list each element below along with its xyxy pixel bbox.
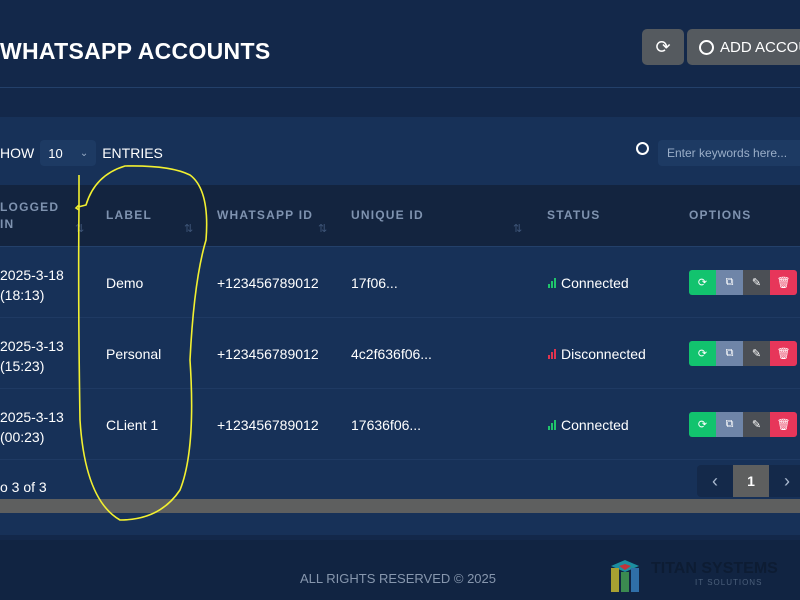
whatsapp-id-cell: +123456789012 (217, 417, 319, 433)
edit-button[interactable]: ✎ (743, 412, 770, 437)
col-status: STATUS (547, 208, 601, 222)
titan-logo: TITAN SYSTEMS IT SOLUTIONS (607, 558, 778, 599)
copyright: ALL RIGHTS RESERVED © 2025 (300, 571, 496, 586)
page-1-button[interactable]: 1 (733, 465, 769, 497)
delete-button[interactable]: 🗑 (770, 270, 797, 295)
page-title: WHATSAPP ACCOUNTS (0, 38, 271, 64)
signal-icon (548, 418, 556, 430)
sort-icon[interactable]: ⇅ (513, 223, 523, 235)
edit-button[interactable]: ✎ (743, 341, 770, 366)
logged-in-cell: 2025-3-13 (15:23) (0, 338, 64, 374)
col-label[interactable]: LABEL (106, 208, 152, 222)
col-logged-in[interactable]: LOGGED IN (0, 200, 60, 231)
row-options: ⟳ ⧉ ✎ 🗑 (689, 341, 797, 366)
divider (0, 87, 800, 88)
pagination: ‹ 1 › (697, 465, 800, 497)
whatsapp-icon (699, 39, 714, 55)
sort-icon[interactable]: ⇅ (318, 223, 328, 235)
unique-id-cell: 4c2f636f06... (351, 346, 432, 362)
refresh-button[interactable]: ⟳ (642, 29, 684, 65)
logged-in-cell: 2025-3-13 (00:23) (0, 409, 64, 445)
add-account-button[interactable]: ADD ACCOU (687, 29, 800, 65)
logged-in-cell: 2025-3-18 (18:13) (0, 267, 64, 303)
status-badge: Disconnected (548, 346, 646, 362)
whatsapp-id-cell: +123456789012 (217, 275, 319, 291)
signal-icon (548, 276, 556, 288)
reconnect-button[interactable]: ⟳ (689, 270, 716, 295)
label-cell: Demo (106, 275, 144, 291)
edit-button[interactable]: ✎ (743, 270, 770, 295)
col-unique-id[interactable]: UNIQUE ID (351, 208, 424, 222)
status-badge: Connected (548, 275, 629, 291)
reconnect-button[interactable]: ⟳ (689, 341, 716, 366)
table-row: 2025-3-13 (00:23) CLient 1 +123456789012 … (0, 389, 800, 460)
reconnect-button[interactable]: ⟳ (689, 412, 716, 437)
sort-icon[interactable]: ⇅ (75, 223, 85, 235)
row-options: ⟳ ⧉ ✎ 🗑 (689, 412, 797, 437)
whatsapp-id-cell: +123456789012 (217, 346, 319, 362)
label-cell: CLient 1 (106, 417, 159, 433)
entries-select[interactable]: 10 ⌄ (40, 140, 97, 166)
unique-id-cell: 17f06... (351, 275, 398, 291)
horizontal-scrollbar[interactable] (0, 499, 800, 513)
delete-button[interactable]: 🗑 (770, 341, 797, 366)
sort-icon[interactable]: ⇅ (184, 223, 194, 235)
search-input[interactable]: Enter keywords here... (658, 140, 800, 166)
table-header: LOGGED IN LABEL WHATSAPP ID UNIQUE ID ST… (0, 185, 800, 247)
pagination-info: o 3 of 3 (0, 479, 47, 495)
copy-button[interactable]: ⧉ (716, 270, 743, 295)
col-options: OPTIONS (689, 208, 752, 222)
unique-id-cell: 17636f06... (351, 417, 422, 433)
signal-icon (548, 347, 556, 359)
footer (0, 540, 800, 600)
entries-control: HOW 10 ⌄ ENTRIES (0, 140, 163, 166)
status-badge: Connected (548, 417, 629, 433)
delete-button[interactable]: 🗑 (770, 412, 797, 437)
table-row: 2025-3-13 (15:23) Personal +123456789012 … (0, 318, 800, 389)
label-cell: Personal (106, 346, 162, 362)
copy-button[interactable]: ⧉ (716, 341, 743, 366)
table-row: 2025-3-18 (18:13) Demo +123456789012 17f0… (0, 247, 800, 318)
chevron-down-icon: ⌄ (79, 147, 89, 159)
col-whatsapp-id[interactable]: WHATSAPP ID (217, 208, 314, 222)
row-options: ⟳ ⧉ ✎ 🗑 (689, 270, 797, 295)
next-page-button[interactable]: › (784, 470, 790, 491)
search-icon (636, 142, 649, 155)
prev-page-button[interactable]: ‹ (712, 470, 718, 491)
refresh-icon: ⟳ (655, 36, 671, 57)
copy-button[interactable]: ⧉ (716, 412, 743, 437)
